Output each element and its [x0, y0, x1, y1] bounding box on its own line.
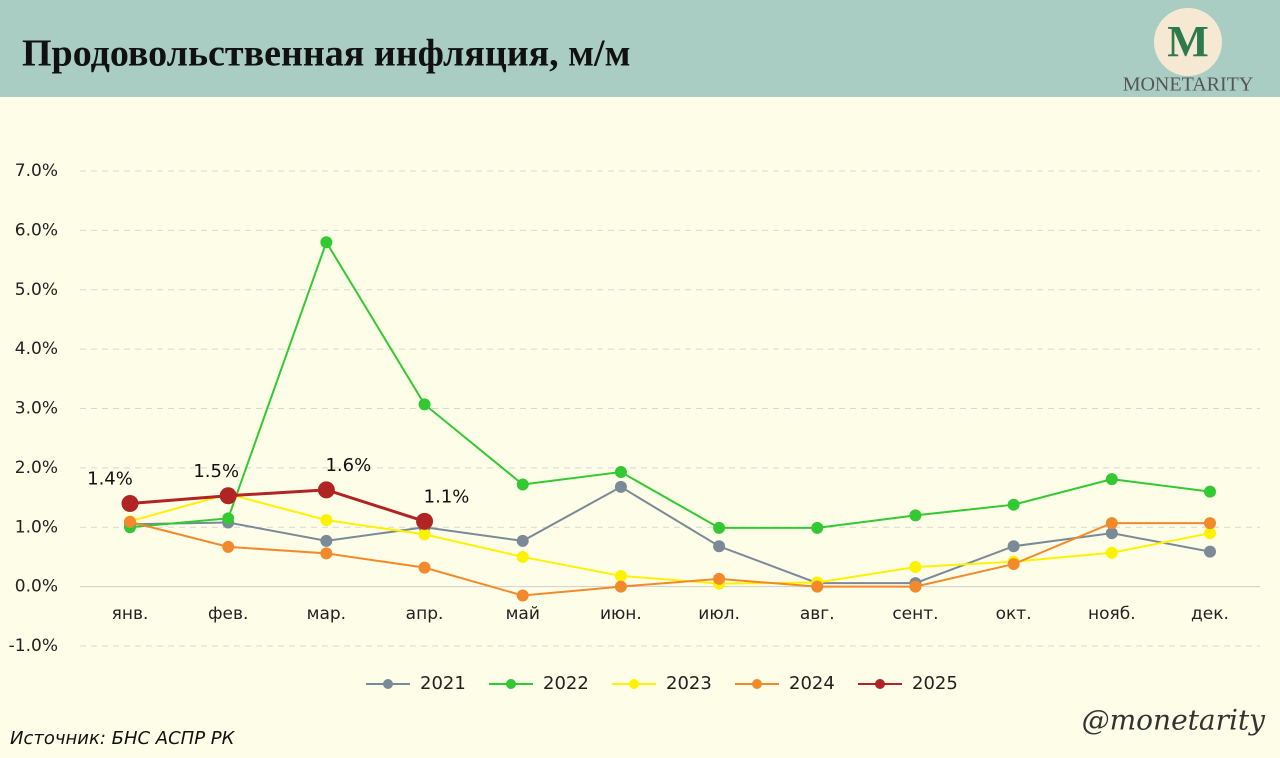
- data-point: [121, 495, 139, 512]
- data-point: [1204, 545, 1216, 558]
- data-point: [317, 481, 335, 499]
- y-tick-label: 1.0%: [15, 517, 58, 537]
- x-tick-label: дек.: [1191, 604, 1229, 624]
- data-point: [909, 509, 922, 522]
- data-point: [222, 512, 235, 525]
- series-line: [129, 485, 1211, 585]
- x-tick-label: нояб.: [1088, 604, 1136, 624]
- source: Источник: БНС АСПР РК: [10, 728, 236, 749]
- legend-marker: [629, 679, 639, 689]
- data-point: [909, 580, 922, 593]
- data-point: [124, 515, 136, 528]
- data-point: [811, 521, 824, 534]
- data-point: [909, 561, 922, 574]
- x-tick-label: май: [506, 604, 540, 624]
- data-point: [320, 534, 333, 547]
- y-tick-label: 3.0%: [15, 399, 58, 419]
- data-label: 1.4%: [87, 469, 133, 490]
- y-tick-label: 6.0%: [15, 220, 58, 240]
- data-point: [713, 572, 726, 585]
- data-label: 1.6%: [325, 455, 371, 476]
- x-tick-label: сент.: [892, 604, 938, 624]
- data-point: [811, 580, 824, 593]
- series-line: [129, 239, 1211, 529]
- x-tick-label: авг.: [800, 604, 835, 624]
- legend-label: 2023: [666, 673, 712, 694]
- series-line: [129, 492, 1211, 585]
- legend-label: 2024: [789, 673, 835, 694]
- legend-label: 2021: [420, 673, 466, 694]
- data-point: [614, 580, 627, 593]
- data-point: [320, 236, 333, 249]
- x-tick-label: окт.: [996, 604, 1032, 624]
- data-point: [713, 540, 726, 553]
- y-tick-label: 7.0%: [15, 161, 58, 181]
- x-tick-label: апр.: [406, 604, 444, 624]
- data-point: [320, 514, 333, 527]
- x-tick-label: июл.: [698, 604, 740, 624]
- data-point: [416, 512, 434, 530]
- legend-marker: [752, 679, 762, 689]
- header-band: [0, 0, 1280, 97]
- logo-letter: M: [1167, 17, 1209, 66]
- x-tick-label: июн.: [600, 604, 642, 624]
- chart-title: Продовольственная инфляция, м/м: [22, 33, 631, 75]
- x-tick-label: мар.: [307, 604, 346, 624]
- handle: @monetarity: [1082, 704, 1267, 737]
- data-point: [516, 478, 529, 491]
- data-point: [1105, 546, 1118, 559]
- data-point: [1204, 517, 1216, 530]
- y-tick-label: 0.0%: [15, 577, 58, 597]
- data-point: [516, 534, 529, 547]
- data-point: [222, 540, 235, 553]
- data-point: [1007, 498, 1020, 511]
- data-point: [1105, 473, 1118, 486]
- data-point: [1204, 485, 1216, 498]
- data-point: [1105, 527, 1118, 540]
- y-tick-label: -1.0%: [9, 636, 58, 656]
- data-label: 1.1%: [424, 486, 470, 507]
- legend-label: 2022: [543, 673, 589, 694]
- legend-marker: [506, 679, 516, 689]
- data-point: [1007, 558, 1020, 571]
- data-point: [614, 569, 627, 582]
- legend-label: 2025: [912, 673, 958, 694]
- data-point: [1007, 540, 1020, 553]
- series-line: [129, 488, 426, 523]
- data-point: [418, 561, 431, 574]
- data-point: [320, 547, 333, 560]
- series-line: [129, 520, 1210, 597]
- data-point: [516, 589, 529, 602]
- legend-marker: [875, 679, 885, 689]
- x-tick-label: фев.: [208, 604, 248, 624]
- legend-marker: [383, 679, 393, 689]
- y-tick-label: 5.0%: [15, 280, 58, 300]
- data-point: [1105, 517, 1118, 530]
- data-point: [713, 521, 726, 534]
- data-point: [614, 466, 627, 479]
- x-tick-label: янв.: [112, 604, 149, 624]
- data-point: [418, 398, 431, 411]
- data-point: [516, 550, 529, 563]
- y-tick-label: 2.0%: [15, 458, 58, 478]
- logo-circle: [1154, 8, 1222, 76]
- data-point: [614, 480, 627, 493]
- brand: MONETARITY: [1123, 74, 1254, 96]
- data-point: [418, 528, 431, 541]
- data-label: 1.5%: [193, 461, 239, 482]
- data-point: [1204, 527, 1216, 540]
- y-tick-label: 4.0%: [15, 339, 58, 359]
- data-point: [219, 487, 237, 505]
